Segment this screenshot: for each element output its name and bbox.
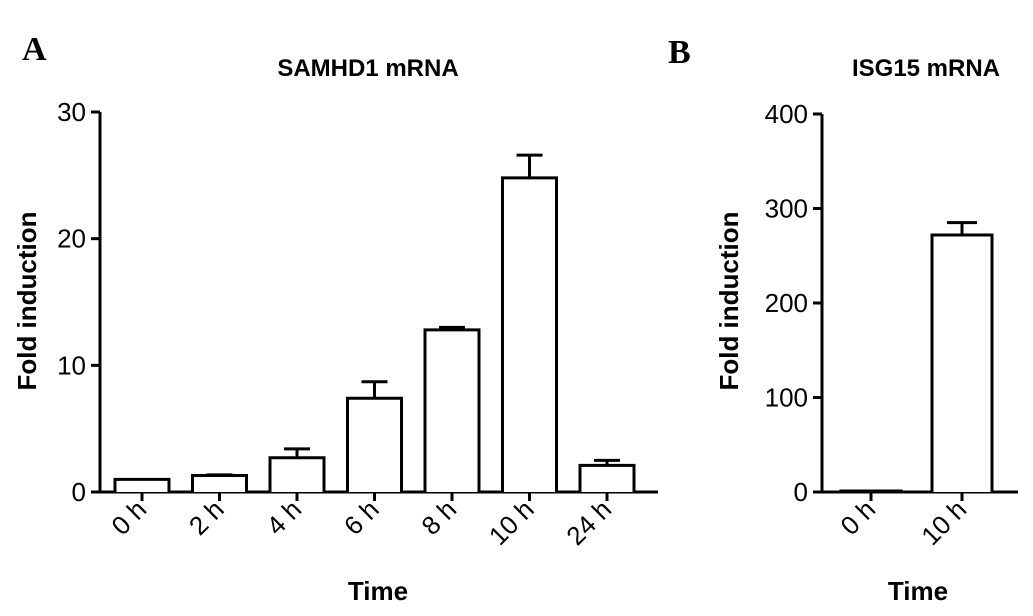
- panel-label-a: A: [22, 31, 47, 68]
- x-tick-label: 0 h: [834, 494, 881, 541]
- chart-title-a: SAMHD1 mRNA: [277, 55, 458, 82]
- bar: [501, 176, 558, 492]
- x-axis-label-a: Time: [348, 576, 408, 606]
- bar: [839, 489, 903, 493]
- bar: [268, 456, 326, 492]
- x-axis-label-b: Time: [888, 576, 948, 606]
- bar: [346, 396, 403, 492]
- bar: [423, 328, 481, 492]
- x-tick-label: 4 h: [260, 494, 307, 541]
- y-tick-label: 300: [765, 194, 808, 224]
- x-tick-label: 10 h: [483, 494, 540, 551]
- bar: [191, 474, 248, 492]
- x-tick-label: 6 h: [338, 494, 385, 541]
- y-tick-label: 30: [57, 97, 86, 127]
- x-tick-label: 10 h: [915, 494, 972, 551]
- plot-area-b: 0 100 200 300 400 0 h 10 h: [765, 99, 1018, 551]
- x-tick-label: 8 h: [415, 494, 462, 541]
- bar: [578, 463, 636, 492]
- x-tick-label: 0 h: [105, 494, 152, 541]
- panel-b: B ISG15 mRNA Fold induction Time 0 100 200…: [668, 34, 1018, 606]
- x-tick-label: 24 h: [560, 494, 617, 551]
- y-axis-label-a: Fold induction: [12, 211, 42, 390]
- y-tick-label: 100: [765, 383, 808, 413]
- y-tick-label: 10: [57, 350, 86, 380]
- y-tick-label: 200: [765, 288, 808, 318]
- bar: [930, 233, 994, 492]
- x-tick-label: 2 h: [183, 494, 230, 541]
- plot-area-a: 0 10 20 30 0 h 2 h 4 h 6 h 8 h 10 h 24 h: [57, 97, 658, 551]
- y-tick-label: 0: [794, 477, 808, 507]
- bar: [113, 477, 171, 492]
- y-tick-label: 400: [765, 99, 808, 129]
- y-axis-label-b: Fold induction: [714, 211, 744, 390]
- chart-title-b: ISG15 mRNA: [852, 55, 1000, 82]
- panel-label-b: B: [668, 34, 691, 71]
- panel-a: A SAMHD1 mRNA Fold induction Time 0 10 20 3…: [12, 31, 658, 606]
- y-tick-label: 20: [57, 224, 86, 254]
- y-tick-label: 0: [72, 477, 86, 507]
